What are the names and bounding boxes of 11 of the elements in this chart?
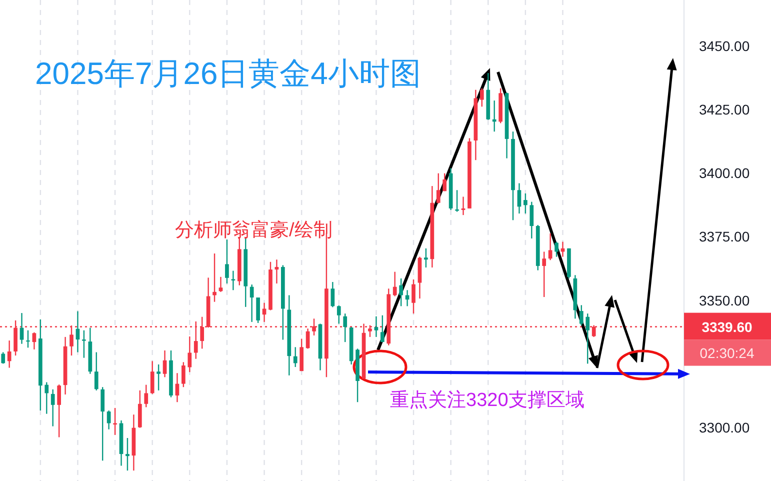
ytick: 3425.00 [699, 101, 750, 118]
text: 02:30:24 [700, 344, 754, 361]
annotation: 重点关注3320支撑区域 [390, 389, 584, 411]
ytick: 3450.00 [699, 38, 750, 54]
ytick: 3375.00 [699, 228, 750, 245]
text: 2025年7月26日黄金4小时图 [35, 56, 421, 91]
annotation: 分析师翁富豪/绘制 [175, 219, 332, 241]
ytick: 3300.00 [699, 420, 750, 436]
ytick: 3400.00 [699, 165, 750, 182]
ytick: 3350.00 [699, 292, 750, 308]
ref-line-label: 3339.60 [702, 318, 753, 335]
